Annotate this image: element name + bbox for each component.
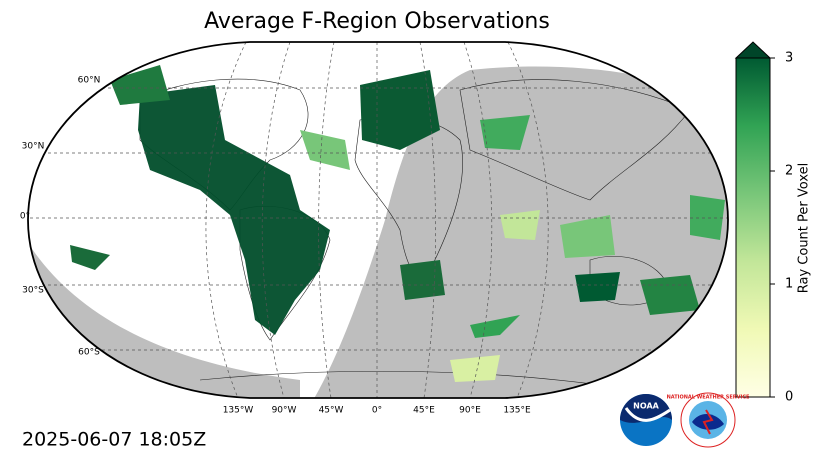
title: Average F-Region Observations <box>204 9 550 34</box>
colorbar <box>735 57 771 398</box>
lon-label: 135°W <box>223 406 254 416</box>
colorbar-tick-label: 2 <box>785 164 793 179</box>
lon-label: 90°E <box>459 406 481 416</box>
colorbar-tick-label: 1 <box>785 277 793 292</box>
graticule <box>28 42 728 398</box>
lat-label: 0° <box>20 212 30 222</box>
map-border <box>27 41 729 399</box>
lat-labels: 60°N 30°N 0° 30°S 60°S <box>20 76 100 358</box>
night-region <box>300 66 728 398</box>
lat-label: 30°S <box>22 286 44 296</box>
lat-label: 60°S <box>78 348 100 358</box>
noaa-text: NOAA <box>633 402 659 411</box>
noaa-logo: NOAA <box>620 394 672 446</box>
timestamp: 2025-06-07 18:05Z <box>22 429 206 451</box>
lon-labels: 135°W 90°W 45°W 0° 45°E 90°E 135°E <box>223 406 531 416</box>
nws-text: NATIONAL WEATHER SERVICE <box>667 395 750 401</box>
colorbar-label: Ray Count Per Voxel <box>797 163 812 293</box>
nws-logo: NATIONAL WEATHER SERVICE <box>667 392 750 448</box>
colorbar-extend <box>734 41 772 59</box>
lat-label: 30°N <box>22 142 45 152</box>
lon-label: 135°E <box>503 406 531 416</box>
colorbar-tick-label: 3 <box>785 51 793 66</box>
lon-label: 45°W <box>319 406 344 416</box>
lon-label: 45°E <box>413 406 435 416</box>
lon-label: 0° <box>372 406 382 416</box>
lon-label: 90°W <box>272 406 297 416</box>
colorbar-ticks: 0 1 2 3 <box>770 51 793 405</box>
colorbar-tick-label: 0 <box>785 390 793 405</box>
lat-label: 60°N <box>78 76 101 86</box>
